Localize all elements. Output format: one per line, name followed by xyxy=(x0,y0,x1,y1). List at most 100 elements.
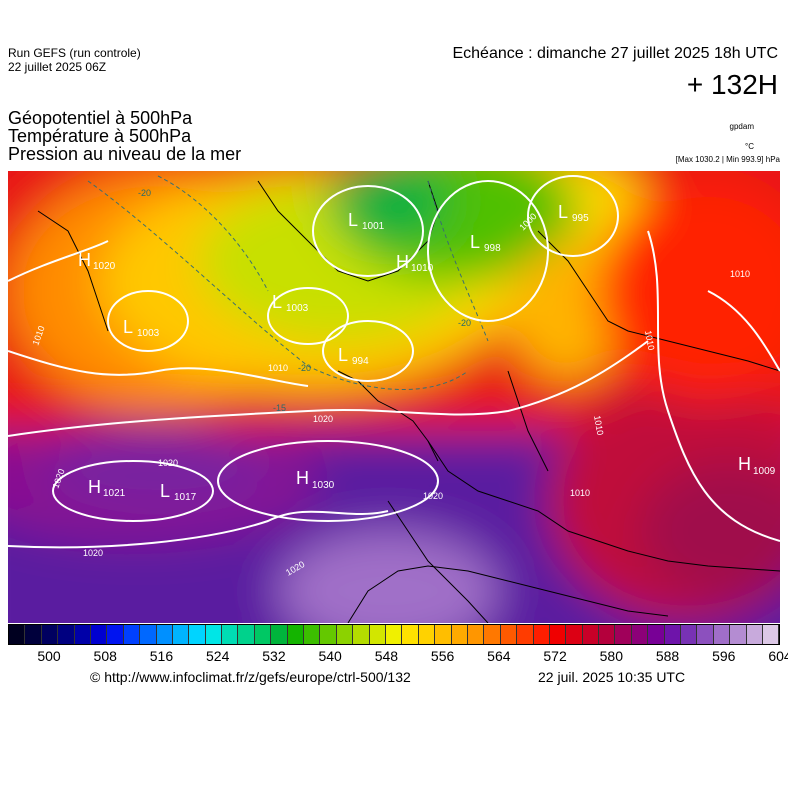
color-scale-swatch xyxy=(484,625,501,644)
color-scale-swatch xyxy=(238,625,255,644)
isobar-label: 1010 xyxy=(570,488,590,498)
color-scale-swatch xyxy=(582,625,600,644)
color-scale-swatch xyxy=(615,625,632,644)
color-scale-tick-label: 500 xyxy=(37,648,61,664)
pressure-value-label: 1003 xyxy=(286,303,309,314)
color-scale-swatch xyxy=(222,625,239,644)
map-titles: Géopotentiel à 500hPa Température à 500h… xyxy=(8,109,241,163)
color-scale-swatch xyxy=(664,625,682,644)
low-center-label: L xyxy=(470,232,480,252)
color-scale-swatch xyxy=(369,625,386,644)
unit-geopotential: gpdam xyxy=(729,122,754,131)
color-scale-swatch xyxy=(746,625,763,644)
run-date: 22 juillet 2025 06Z xyxy=(8,60,107,74)
color-scale-swatch xyxy=(287,625,305,644)
run-name: Run GEFS (run controle) xyxy=(8,46,141,60)
pressure-value-label: 1020 xyxy=(93,261,116,272)
color-scale-swatch xyxy=(418,625,436,644)
color-scale-swatch xyxy=(730,625,747,644)
color-scale-swatch xyxy=(500,625,518,644)
pressure-centers: H 1020 L 1003 L 1001 H 1010 L 1003 L 994… xyxy=(78,202,776,503)
low-center-label: L xyxy=(123,317,133,337)
temperature-label: -20 xyxy=(138,188,151,198)
temperature-isotherms xyxy=(87,175,489,390)
isobar-label: 1010 xyxy=(730,269,750,279)
temperature-label: -20 xyxy=(458,318,471,328)
color-scale-tick-label: 540 xyxy=(318,648,342,664)
color-scale-swatch xyxy=(353,625,370,644)
unit-pressure-range: [Max 1030.2 | Min 993.9] hPa xyxy=(675,155,780,164)
color-scale-swatch xyxy=(140,625,157,644)
unit-temperature: °C xyxy=(745,142,754,151)
color-scale-tick-label: 516 xyxy=(149,648,174,664)
color-scale-swatch xyxy=(172,625,190,644)
isobar-label: 1020 xyxy=(423,491,443,501)
isobars xyxy=(8,175,780,549)
color-scale-swatch xyxy=(58,625,75,644)
color-scale-swatch xyxy=(648,625,665,644)
temperature-labels: -20 -20 -20 -15 xyxy=(138,188,471,413)
isobar-label: 1010 xyxy=(643,330,656,351)
isobar-label: 1020 xyxy=(313,414,333,424)
color-scale-swatch xyxy=(566,625,583,644)
pressure-value-label: 1010 xyxy=(411,263,434,274)
low-center-label: L xyxy=(558,202,568,222)
pressure-value-label: 994 xyxy=(352,356,369,367)
generation-time: 22 juil. 2025 10:35 UTC xyxy=(538,669,686,685)
high-center-label: H xyxy=(78,250,91,270)
color-scale-tick-label: 604 xyxy=(768,648,788,664)
run-info: Run GEFS (run controle) 22 juillet 2025 … xyxy=(8,46,141,74)
high-center-label: H xyxy=(396,252,409,272)
color-scale-swatch xyxy=(189,625,206,644)
high-center-label: H xyxy=(296,468,309,488)
pressure-value-label: 998 xyxy=(484,243,501,254)
pressure-value-label: 1021 xyxy=(103,488,126,499)
low-center-label: L xyxy=(272,292,282,312)
color-scale-swatch xyxy=(697,625,714,644)
pressure-value-label: 995 xyxy=(572,213,589,224)
color-scale-swatch xyxy=(74,625,91,644)
isobar-label: 1010 xyxy=(268,363,288,373)
color-scale-swatch xyxy=(156,625,173,644)
color-scale-swatch xyxy=(435,625,452,644)
color-scale-tick-label: 596 xyxy=(712,648,736,664)
color-scale-swatch xyxy=(271,625,288,644)
color-scale-swatch xyxy=(304,625,321,644)
temperature-label: -20 xyxy=(298,363,311,373)
color-scale-swatch xyxy=(631,625,649,644)
color-scale-swatch xyxy=(385,625,403,644)
color-scale-swatch xyxy=(9,625,26,644)
color-scale-swatch xyxy=(402,625,419,644)
color-scale-swatch xyxy=(762,625,780,644)
title-geopotential: Géopotentiel à 500hPa xyxy=(8,108,193,128)
color-scale-swatch xyxy=(467,625,485,644)
color-scale-swatch xyxy=(336,625,354,644)
high-center-label: H xyxy=(88,477,101,497)
color-scale-tick-label: 508 xyxy=(93,648,117,664)
color-scale-swatch xyxy=(599,625,616,644)
color-scale-swatch xyxy=(549,625,567,644)
weather-map: H 1020 L 1003 L 1001 H 1010 L 1003 L 994… xyxy=(8,171,780,623)
color-scale-tick-label: 572 xyxy=(543,648,567,664)
high-center-label: H xyxy=(738,454,751,474)
color-scale-swatch xyxy=(681,625,698,644)
isobar-label: 1010 xyxy=(592,415,605,436)
color-scale-tick-label: 548 xyxy=(374,648,399,664)
color-scale-tick-label: 564 xyxy=(487,648,511,664)
pressure-value-label: 1009 xyxy=(753,466,776,477)
color-scale-swatch xyxy=(41,625,59,644)
color-scale-swatch xyxy=(25,625,42,644)
title-pressure: Pression au niveau de la mer xyxy=(8,144,242,164)
low-center-label: L xyxy=(348,210,358,230)
pressure-value-label: 1017 xyxy=(174,492,197,503)
forecast-valid-time: Echéance : dimanche 27 juillet 2025 18h … xyxy=(452,45,778,62)
color-scale-swatch xyxy=(205,625,223,644)
color-scale-swatch xyxy=(90,625,108,644)
color-scale-tick-label: 524 xyxy=(206,648,230,664)
color-scale-swatch xyxy=(451,625,468,644)
forecast-step: + 132H xyxy=(686,69,778,100)
color-scale-swatch xyxy=(517,625,534,644)
low-center-label: L xyxy=(338,345,348,365)
color-scale-swatch xyxy=(123,625,141,644)
pressure-value-label: 1001 xyxy=(362,221,385,232)
